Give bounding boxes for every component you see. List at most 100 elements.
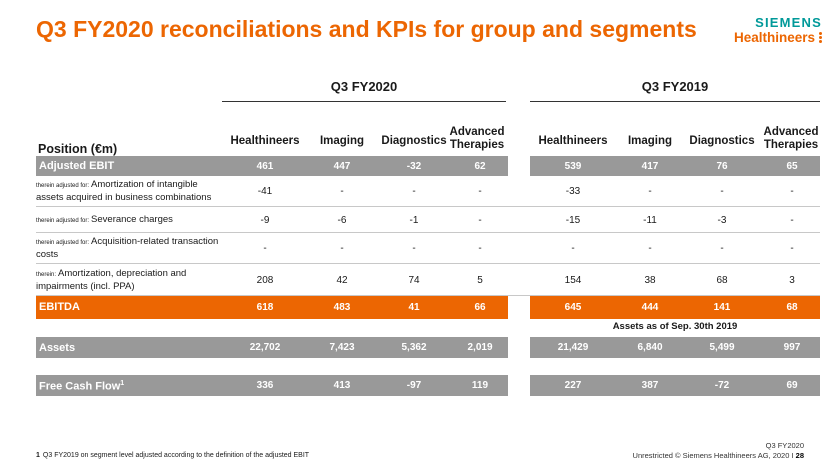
col-header-imaging-fy20: Imaging — [319, 135, 365, 147]
row-label-prefix: therein adjusted for: — [36, 217, 90, 224]
value-cell-fy19: 417 — [641, 160, 659, 172]
row-band-fy20 — [36, 295, 508, 319]
value-cell-fy20: - — [340, 185, 344, 197]
value-cell-fy19: - — [790, 214, 794, 226]
position-header: Position (€m) — [38, 142, 118, 156]
assets-note: Assets as of Sep. 30th 2019 — [612, 321, 738, 332]
value-cell-fy20: 62 — [474, 160, 486, 172]
table-row: therein adjusted for: Amortization of int… — [36, 176, 820, 206]
row-label: Free Cash Flow1 — [36, 375, 216, 396]
value-cell-fy20: 42 — [336, 274, 348, 286]
table-row: Free Cash Flow1 336 413 -97 119 227 387 -72 69 — [36, 375, 820, 396]
value-cell-fy19: 65 — [786, 160, 798, 172]
value-cell-fy20: 447 — [333, 160, 351, 172]
row-band-fy19 — [530, 375, 820, 396]
value-cell-fy19: 21,429 — [557, 342, 589, 353]
value-cell-fy19: -15 — [565, 214, 581, 226]
footnote-number: 1 — [36, 452, 40, 459]
value-cell-fy19: - — [648, 242, 652, 254]
col-header-healthineers-fy19: Healthineers — [538, 135, 608, 147]
value-cell-fy20: -1 — [409, 214, 419, 226]
row-label-text: Amortization, depreciation and impairmen… — [36, 267, 187, 292]
footnote-marker: 1 — [120, 380, 125, 388]
col-header-advanced-line2: Therapies — [763, 139, 819, 151]
col-header-advanced-line1: Advanced — [763, 126, 819, 138]
siemens-healthineers-logo: SIEMENS Healthineers — [734, 16, 822, 45]
col-header-imaging-fy19: Imaging — [627, 135, 673, 147]
table-row: therein adjusted for: Severance charges -9… — [36, 208, 820, 232]
footnote-text: Q3 FY2019 on segment level adjusted acco… — [42, 452, 310, 459]
row-separator — [36, 263, 820, 264]
col-header-advanced-therapies-fy19: Advanced Therapies — [758, 126, 824, 152]
footnote: 1 Q3 FY2019 on segment level adjusted acc… — [36, 452, 309, 459]
row-label-text: Free Cash Flow — [39, 380, 121, 393]
value-cell-fy19: 387 — [641, 380, 659, 391]
page-title: Q3 FY2020 reconciliations and KPIs for g… — [36, 16, 697, 42]
value-cell-fy19: 38 — [644, 274, 656, 286]
row-label: therein adjusted for: Amortization of int… — [36, 176, 221, 206]
value-cell-fy19: 539 — [564, 160, 582, 172]
row-label: EBITDA — [36, 295, 216, 319]
col-header-advanced-line1: Advanced — [449, 126, 505, 138]
value-cell-fy20: 119 — [471, 380, 489, 391]
value-cell-fy20: 2,019 — [467, 342, 493, 353]
value-cell-fy19: 76 — [716, 160, 728, 172]
row-label-text: Amortization of intangible assets acquir… — [36, 178, 212, 203]
value-cell-fy19: 3 — [789, 274, 795, 286]
value-cell-fy19: -3 — [717, 214, 727, 226]
row-separator — [36, 295, 820, 296]
value-cell-fy20: 5,362 — [401, 342, 427, 353]
row-separator — [36, 232, 820, 233]
value-cell-fy19: 154 — [564, 274, 582, 286]
value-cell-fy19: - — [571, 242, 575, 254]
value-cell-fy19: - — [790, 242, 794, 254]
row-band-fy19 — [530, 156, 820, 176]
value-cell-fy20: - — [412, 185, 416, 197]
value-cell-fy19: 227 — [564, 380, 582, 391]
row-label-text: Acquisition-related transaction costs — [36, 235, 219, 260]
row-label-text: Assets — [39, 341, 76, 354]
value-cell-fy20: 74 — [408, 274, 420, 286]
row-label-text: Severance charges — [91, 213, 173, 225]
row-label: therein adjusted for: Acquisition-related… — [36, 233, 221, 263]
group-header-q3-fy2019: Q3 FY2019 — [530, 79, 820, 102]
row-band-fy20 — [36, 337, 508, 358]
value-cell-fy20: - — [412, 242, 416, 254]
value-cell-fy20: -9 — [260, 214, 270, 226]
value-cell-fy19: 141 — [713, 301, 731, 313]
value-cell-fy19: -11 — [643, 214, 657, 226]
table-row: Adjusted EBIT 461 447 -32 62 539 417 76 65 — [36, 156, 820, 176]
value-cell-fy20: -32 — [406, 160, 422, 172]
logo-healthineers-line: Healthineers — [734, 31, 822, 45]
row-label: therein adjusted for: Severance charges — [36, 208, 221, 232]
value-cell-fy20: -97 — [406, 380, 422, 391]
value-cell-fy19: - — [720, 185, 724, 197]
value-cell-fy20: -6 — [337, 214, 347, 226]
row-band-fy19 — [530, 337, 820, 358]
col-header-diagnostics-fy20: Diagnostics — [381, 135, 447, 147]
row-band-fy20 — [36, 156, 508, 176]
value-cell-fy19: 68 — [786, 301, 798, 313]
row-label: Adjusted EBIT — [36, 156, 216, 176]
logo-siemens-text: SIEMENS — [755, 15, 822, 30]
value-cell-fy20: 41 — [408, 301, 420, 313]
row-band-fy19 — [530, 295, 820, 319]
footer: Q3 FY2020 Unrestricted © Siemens Healthi… — [633, 441, 804, 461]
col-header-healthineers-fy20: Healthineers — [230, 135, 300, 147]
value-cell-fy19: 69 — [786, 380, 798, 391]
row-separator — [36, 206, 820, 207]
value-cell-fy20: - — [478, 214, 482, 226]
value-cell-fy20: 483 — [333, 301, 351, 313]
value-cell-fy19: - — [720, 242, 724, 254]
value-cell-fy19: 68 — [716, 274, 728, 286]
table-row: EBITDA 618 483 41 66 645 444 141 68 — [36, 295, 820, 319]
footer-copyright: Unrestricted © Siemens Healthineers AG, … — [632, 451, 794, 460]
row-label-text: EBITDA — [39, 301, 80, 313]
row-label-prefix: therein adjusted for: — [36, 182, 90, 189]
row-band-fy20 — [36, 375, 508, 396]
col-header-diagnostics-fy19: Diagnostics — [689, 135, 755, 147]
table-row: therein: Amortization, depreciation and i… — [36, 265, 820, 295]
value-cell-fy20: - — [478, 242, 482, 254]
value-cell-fy19: -72 — [714, 380, 730, 391]
value-cell-fy19: - — [790, 185, 794, 197]
